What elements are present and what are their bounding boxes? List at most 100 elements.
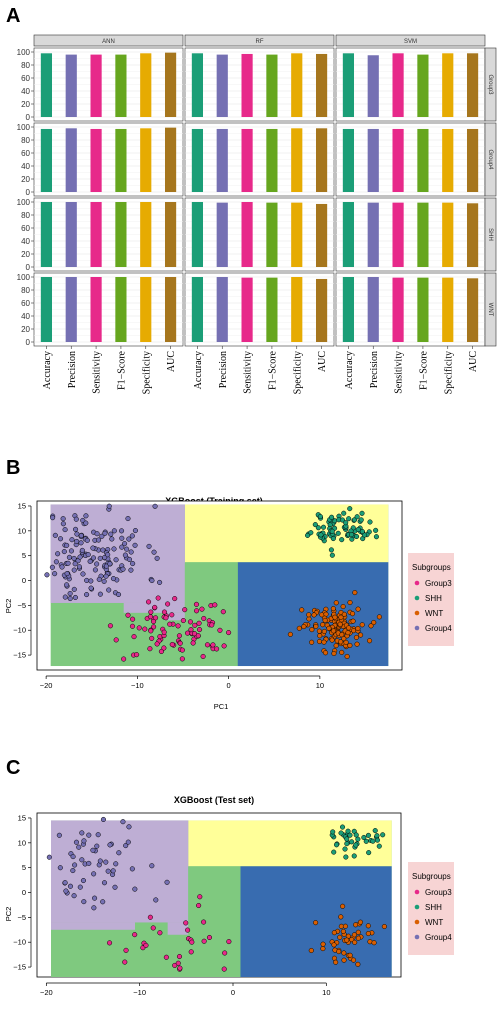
point-wnt [367, 638, 373, 644]
y-tick-label: 0 [26, 188, 31, 197]
point-group4 [94, 843, 100, 849]
point-group4 [111, 546, 117, 552]
point-shh [317, 514, 323, 520]
point-shh [344, 836, 350, 842]
point-group3 [194, 608, 200, 614]
facet-strip-label-ann: ANN [102, 39, 115, 45]
point-group3 [221, 643, 227, 649]
point-wnt [352, 939, 358, 945]
point-group3 [176, 953, 183, 960]
point-wnt [313, 623, 319, 629]
facet-strip-svm [335, 34, 486, 47]
bar-ann-shh-1 [65, 202, 77, 267]
bar-svm-shh-5 [466, 203, 479, 267]
point-group4 [97, 591, 103, 597]
point-group3 [185, 927, 191, 933]
point-group3 [149, 635, 155, 641]
x-tick-label: −10 [133, 988, 146, 997]
legend-marker-group3 [414, 580, 420, 586]
point-shh [338, 830, 344, 836]
y-tick-label: 15 [18, 501, 26, 510]
bar-ann-group3-2 [90, 54, 102, 117]
region-shh [184, 504, 389, 563]
bar-svm-group4-5 [466, 128, 479, 192]
point-wnt [339, 632, 345, 638]
bar-rf-group3-0 [191, 53, 204, 117]
point-group3 [209, 622, 215, 628]
bar-svm-group3-0 [342, 53, 355, 117]
bar-svm-shh-1 [367, 202, 379, 267]
point-wnt [355, 929, 361, 935]
point-group4 [100, 899, 106, 905]
point-wnt [333, 600, 339, 606]
point-shh [370, 838, 376, 844]
point-group3 [169, 612, 175, 618]
point-wnt [358, 632, 364, 638]
bar-rf-group4-5 [315, 128, 328, 192]
point-group4 [126, 536, 132, 542]
point-group3 [180, 617, 186, 624]
point-group4 [62, 594, 68, 600]
point-shh [349, 839, 355, 845]
point-wnt [339, 649, 345, 655]
point-group4 [72, 862, 78, 868]
point-group4 [64, 582, 70, 588]
point-group3 [163, 615, 169, 621]
point-group3 [190, 640, 196, 646]
y-tick-label: 0 [26, 263, 31, 272]
point-group3 [125, 612, 131, 618]
y-tick-label: 80 [21, 211, 30, 220]
point-group4 [129, 533, 135, 539]
panel-label-b: B [6, 457, 20, 479]
test-y-axis-label: PC2 [4, 907, 13, 922]
point-group4 [105, 868, 111, 874]
bar-svm-wnt-5 [466, 278, 479, 342]
y-tick-label: 0 [22, 576, 26, 585]
point-group3 [222, 950, 228, 956]
point-group4 [109, 536, 115, 542]
legend-label-group4: Group4 [425, 624, 452, 633]
bar-ann-shh-2 [90, 202, 102, 267]
point-wnt [346, 625, 352, 631]
point-group4 [103, 573, 109, 579]
point-shh [312, 522, 318, 528]
point-group4 [164, 879, 170, 885]
x-tick-label: 10 [322, 988, 330, 997]
point-wnt [351, 628, 357, 634]
point-group3 [187, 619, 193, 625]
point-wnt [341, 957, 347, 963]
point-group4 [130, 561, 136, 567]
point-group3 [157, 930, 163, 936]
bar-rf-shh-0 [191, 202, 204, 267]
y-tick-label: 0 [22, 888, 26, 897]
x-tick-label: 0 [231, 988, 235, 997]
y-tick-label: 80 [21, 286, 30, 295]
bar-svm-group4-1 [367, 128, 379, 192]
y-tick-label: 20 [21, 175, 30, 184]
point-group4 [61, 549, 67, 555]
point-group4 [95, 832, 101, 838]
point-group3 [131, 634, 137, 640]
x-tick-label-3: F1−Score [418, 350, 429, 390]
scatter-training: XGBoost (Training set) PC1 PC2 −20−10010… [4, 496, 454, 711]
facet-row-strip-group4 [484, 122, 497, 197]
point-group4 [88, 585, 94, 591]
point-shh [373, 527, 379, 533]
x-tick-label: −20 [40, 988, 53, 997]
point-wnt [338, 639, 344, 645]
point-shh [345, 828, 351, 834]
legend-marker-wnt [414, 610, 420, 616]
y-tick-label: 15 [18, 813, 26, 822]
point-wnt [321, 628, 327, 634]
point-shh [347, 832, 353, 838]
bar-ann-group3-0 [40, 53, 53, 117]
bar-svm-group4-3 [417, 128, 429, 192]
point-group4 [68, 548, 74, 554]
bar-rf-group4-4 [291, 128, 303, 192]
point-group4 [149, 863, 155, 869]
point-shh [347, 506, 353, 512]
point-wnt [344, 653, 350, 660]
point-group3 [217, 627, 223, 633]
point-group3 [210, 642, 216, 648]
